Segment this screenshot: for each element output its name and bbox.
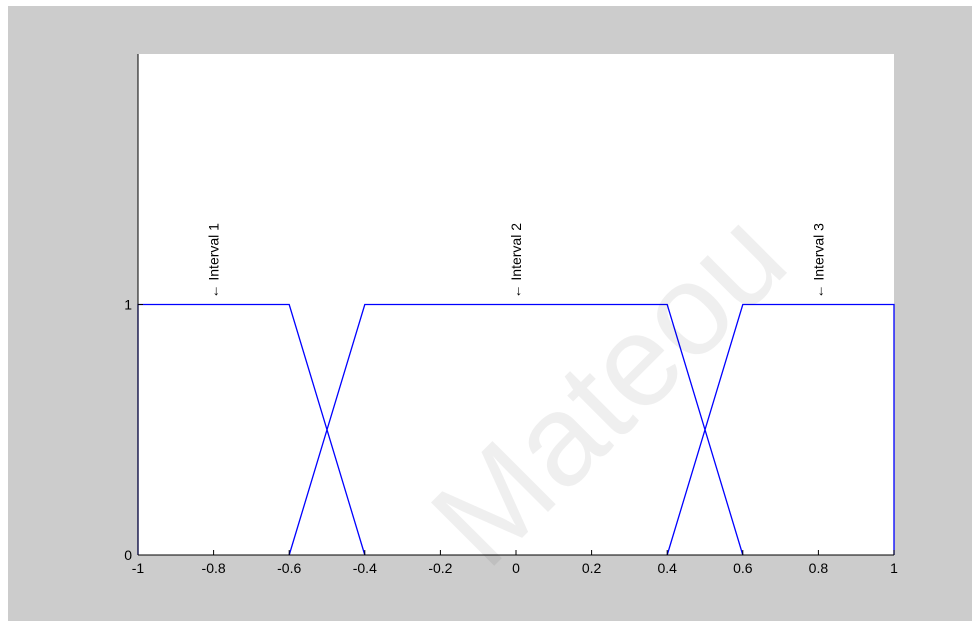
x-tick-label: 1 [890,560,898,576]
x-tick-label: -0.8 [202,560,226,576]
annotation-interval-1: ← Interval 1 [206,223,222,299]
series-line-interval-3 [666,303,895,556]
annotation-interval-3: ← Interval 3 [810,223,826,299]
x-tick-label: -0.4 [353,560,377,576]
annotation-interval-2: ← Interval 2 [508,223,524,299]
x-tick-label: 0.8 [809,560,829,576]
annotations-group: ← Interval 1 ← Interval 2 ← Interval 3 [206,223,827,299]
x-tick-label: -1 [132,560,145,576]
ticks-group: -1 -0.8 -0.6 -0.4 -0.2 0 0.2 0.4 0.6 0.8 1 0 1 [124,297,898,577]
x-tick-label: 0.2 [582,560,602,576]
x-tick-label: -0.2 [428,560,452,576]
x-tick-label: -0.6 [277,560,301,576]
y-tick-label: 0 [124,547,132,563]
y-tick-label: 1 [124,297,132,313]
x-tick-label: 0 [512,560,520,576]
x-tick-label: 0.4 [657,560,677,576]
x-tick-label: 0.6 [733,560,753,576]
